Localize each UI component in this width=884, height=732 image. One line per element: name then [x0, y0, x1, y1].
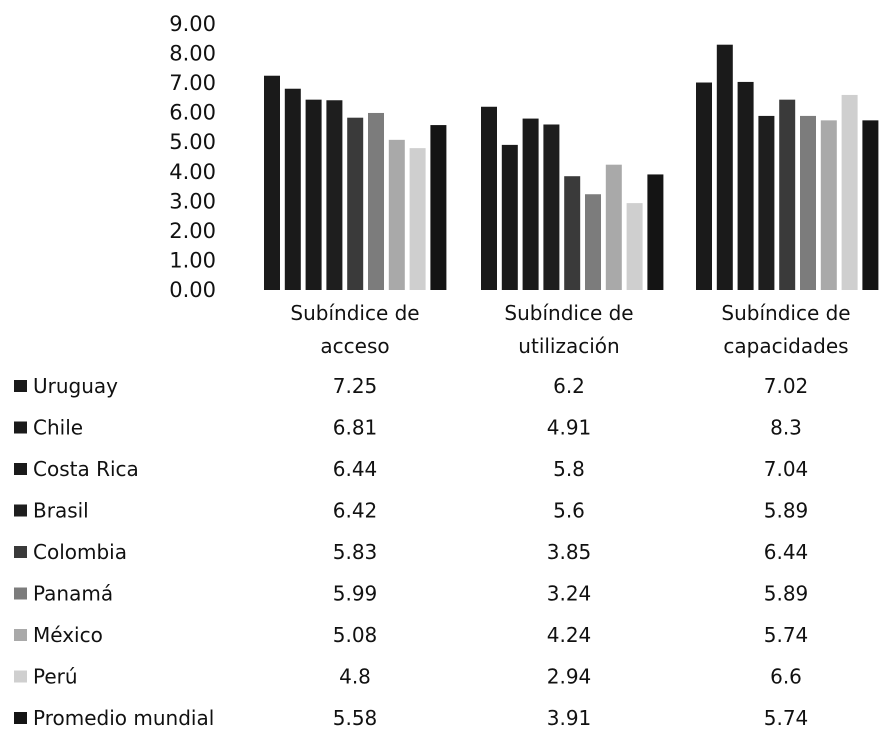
- bar: [481, 106, 497, 290]
- data-cell: 8.3: [770, 416, 802, 440]
- data-cell: 5.89: [764, 499, 809, 523]
- y-tick-label: 5.00: [169, 130, 216, 154]
- legend-swatch: [14, 380, 27, 392]
- data-cell: 6.42: [333, 499, 378, 523]
- bar: [605, 164, 622, 290]
- data-cell: 4.24: [547, 623, 592, 647]
- category-label: acceso: [320, 334, 389, 358]
- x-axis-categories: Subíndice de acceso Subíndice de utilizació…: [290, 301, 850, 358]
- category-label: utilización: [518, 334, 619, 358]
- data-cell: 4.8: [339, 665, 371, 689]
- bar: [264, 75, 280, 290]
- y-tick-label: 2.00: [169, 219, 216, 243]
- category-label: capacidades: [723, 334, 848, 358]
- data-cell: 5.83: [333, 540, 378, 564]
- bar: [862, 120, 879, 291]
- bar: [841, 94, 858, 290]
- bar: [626, 203, 643, 290]
- legend-swatch: [14, 629, 27, 641]
- bar: [737, 81, 754, 290]
- data-cell: 3.85: [547, 540, 592, 564]
- y-axis: 9.00 8.00 7.00 6.00 5.00 4.00 3.00 2.00 1.00 0.00: [169, 12, 216, 302]
- data-cell: 7.04: [764, 457, 809, 481]
- bar: [347, 117, 364, 291]
- legend-swatch: [14, 670, 27, 683]
- legend-label: México: [33, 623, 103, 647]
- data-cell: 5.74: [764, 706, 809, 730]
- data-cell: 5.58: [333, 706, 378, 730]
- legend-label: Brasil: [33, 499, 89, 523]
- legend-label: Promedio mundial: [33, 706, 214, 730]
- bar: [820, 120, 837, 291]
- legend-swatch: [14, 421, 27, 434]
- bar: [564, 176, 581, 290]
- data-cell: 6.44: [333, 457, 378, 481]
- y-tick-label: 8.00: [169, 42, 216, 66]
- data-cell: 6.81: [333, 416, 378, 440]
- bar: [716, 44, 733, 290]
- bar: [284, 88, 301, 290]
- bar: [430, 125, 447, 290]
- data-cell: 2.94: [547, 665, 592, 689]
- legend-swatch: [14, 463, 27, 475]
- data-cell: 4.91: [547, 416, 592, 440]
- legend-swatch: [14, 587, 27, 600]
- bar: [522, 118, 539, 290]
- y-tick-label: 6.00: [169, 101, 216, 125]
- data-cell: 5.08: [333, 623, 378, 647]
- bar: [388, 139, 405, 290]
- category-label: Subíndice de: [721, 301, 850, 325]
- data-cell: 5.89: [764, 582, 809, 606]
- legend-label: Chile: [33, 416, 83, 440]
- bar: [779, 99, 796, 290]
- bar: [585, 194, 601, 290]
- bar: [326, 100, 343, 291]
- bar: [501, 144, 518, 290]
- data-cell: 6.2: [553, 374, 585, 398]
- bar: [696, 82, 712, 291]
- legend-swatch: [14, 712, 27, 724]
- y-tick-label: 1.00: [169, 248, 216, 272]
- bar: [647, 174, 664, 290]
- y-tick-label: 4.00: [169, 160, 216, 184]
- bar: [368, 112, 384, 290]
- y-tick-label: 9.00: [169, 12, 216, 36]
- bar: [800, 115, 816, 290]
- data-cell: 3.24: [547, 582, 592, 606]
- legend-label: Perú: [33, 665, 78, 689]
- bar: [758, 115, 775, 290]
- legend-swatch: [14, 504, 27, 517]
- data-cell: 5.74: [764, 623, 809, 647]
- data-cell: 7.02: [764, 374, 809, 398]
- legend-swatch: [14, 546, 27, 558]
- data-cell: 7.25: [333, 374, 378, 398]
- data-cell: 6.44: [764, 540, 809, 564]
- data-cell: 6.6: [770, 665, 802, 689]
- legend-label: Uruguay: [33, 374, 118, 398]
- category-label: Subíndice de: [290, 301, 419, 325]
- legend-label: Panamá: [33, 582, 113, 606]
- bar: [543, 124, 560, 290]
- data-table: Uruguay 7.25 6.2 7.02 Chile 6.81 4.91 8.3 Costa …: [14, 374, 808, 730]
- data-cell: 5.99: [333, 582, 378, 606]
- plot-area: [264, 44, 879, 291]
- data-cell: 5.6: [553, 499, 585, 523]
- category-label: Subíndice de: [504, 301, 633, 325]
- bar: [305, 99, 322, 290]
- y-tick-label: 7.00: [169, 71, 216, 95]
- y-tick-label: 3.00: [169, 189, 216, 213]
- bar: [409, 148, 426, 290]
- legend-label: Colombia: [33, 540, 127, 564]
- data-cell: 5.8: [553, 457, 585, 481]
- legend-label: Costa Rica: [33, 457, 139, 481]
- data-cell: 3.91: [547, 706, 592, 730]
- y-tick-label: 0.00: [169, 278, 216, 302]
